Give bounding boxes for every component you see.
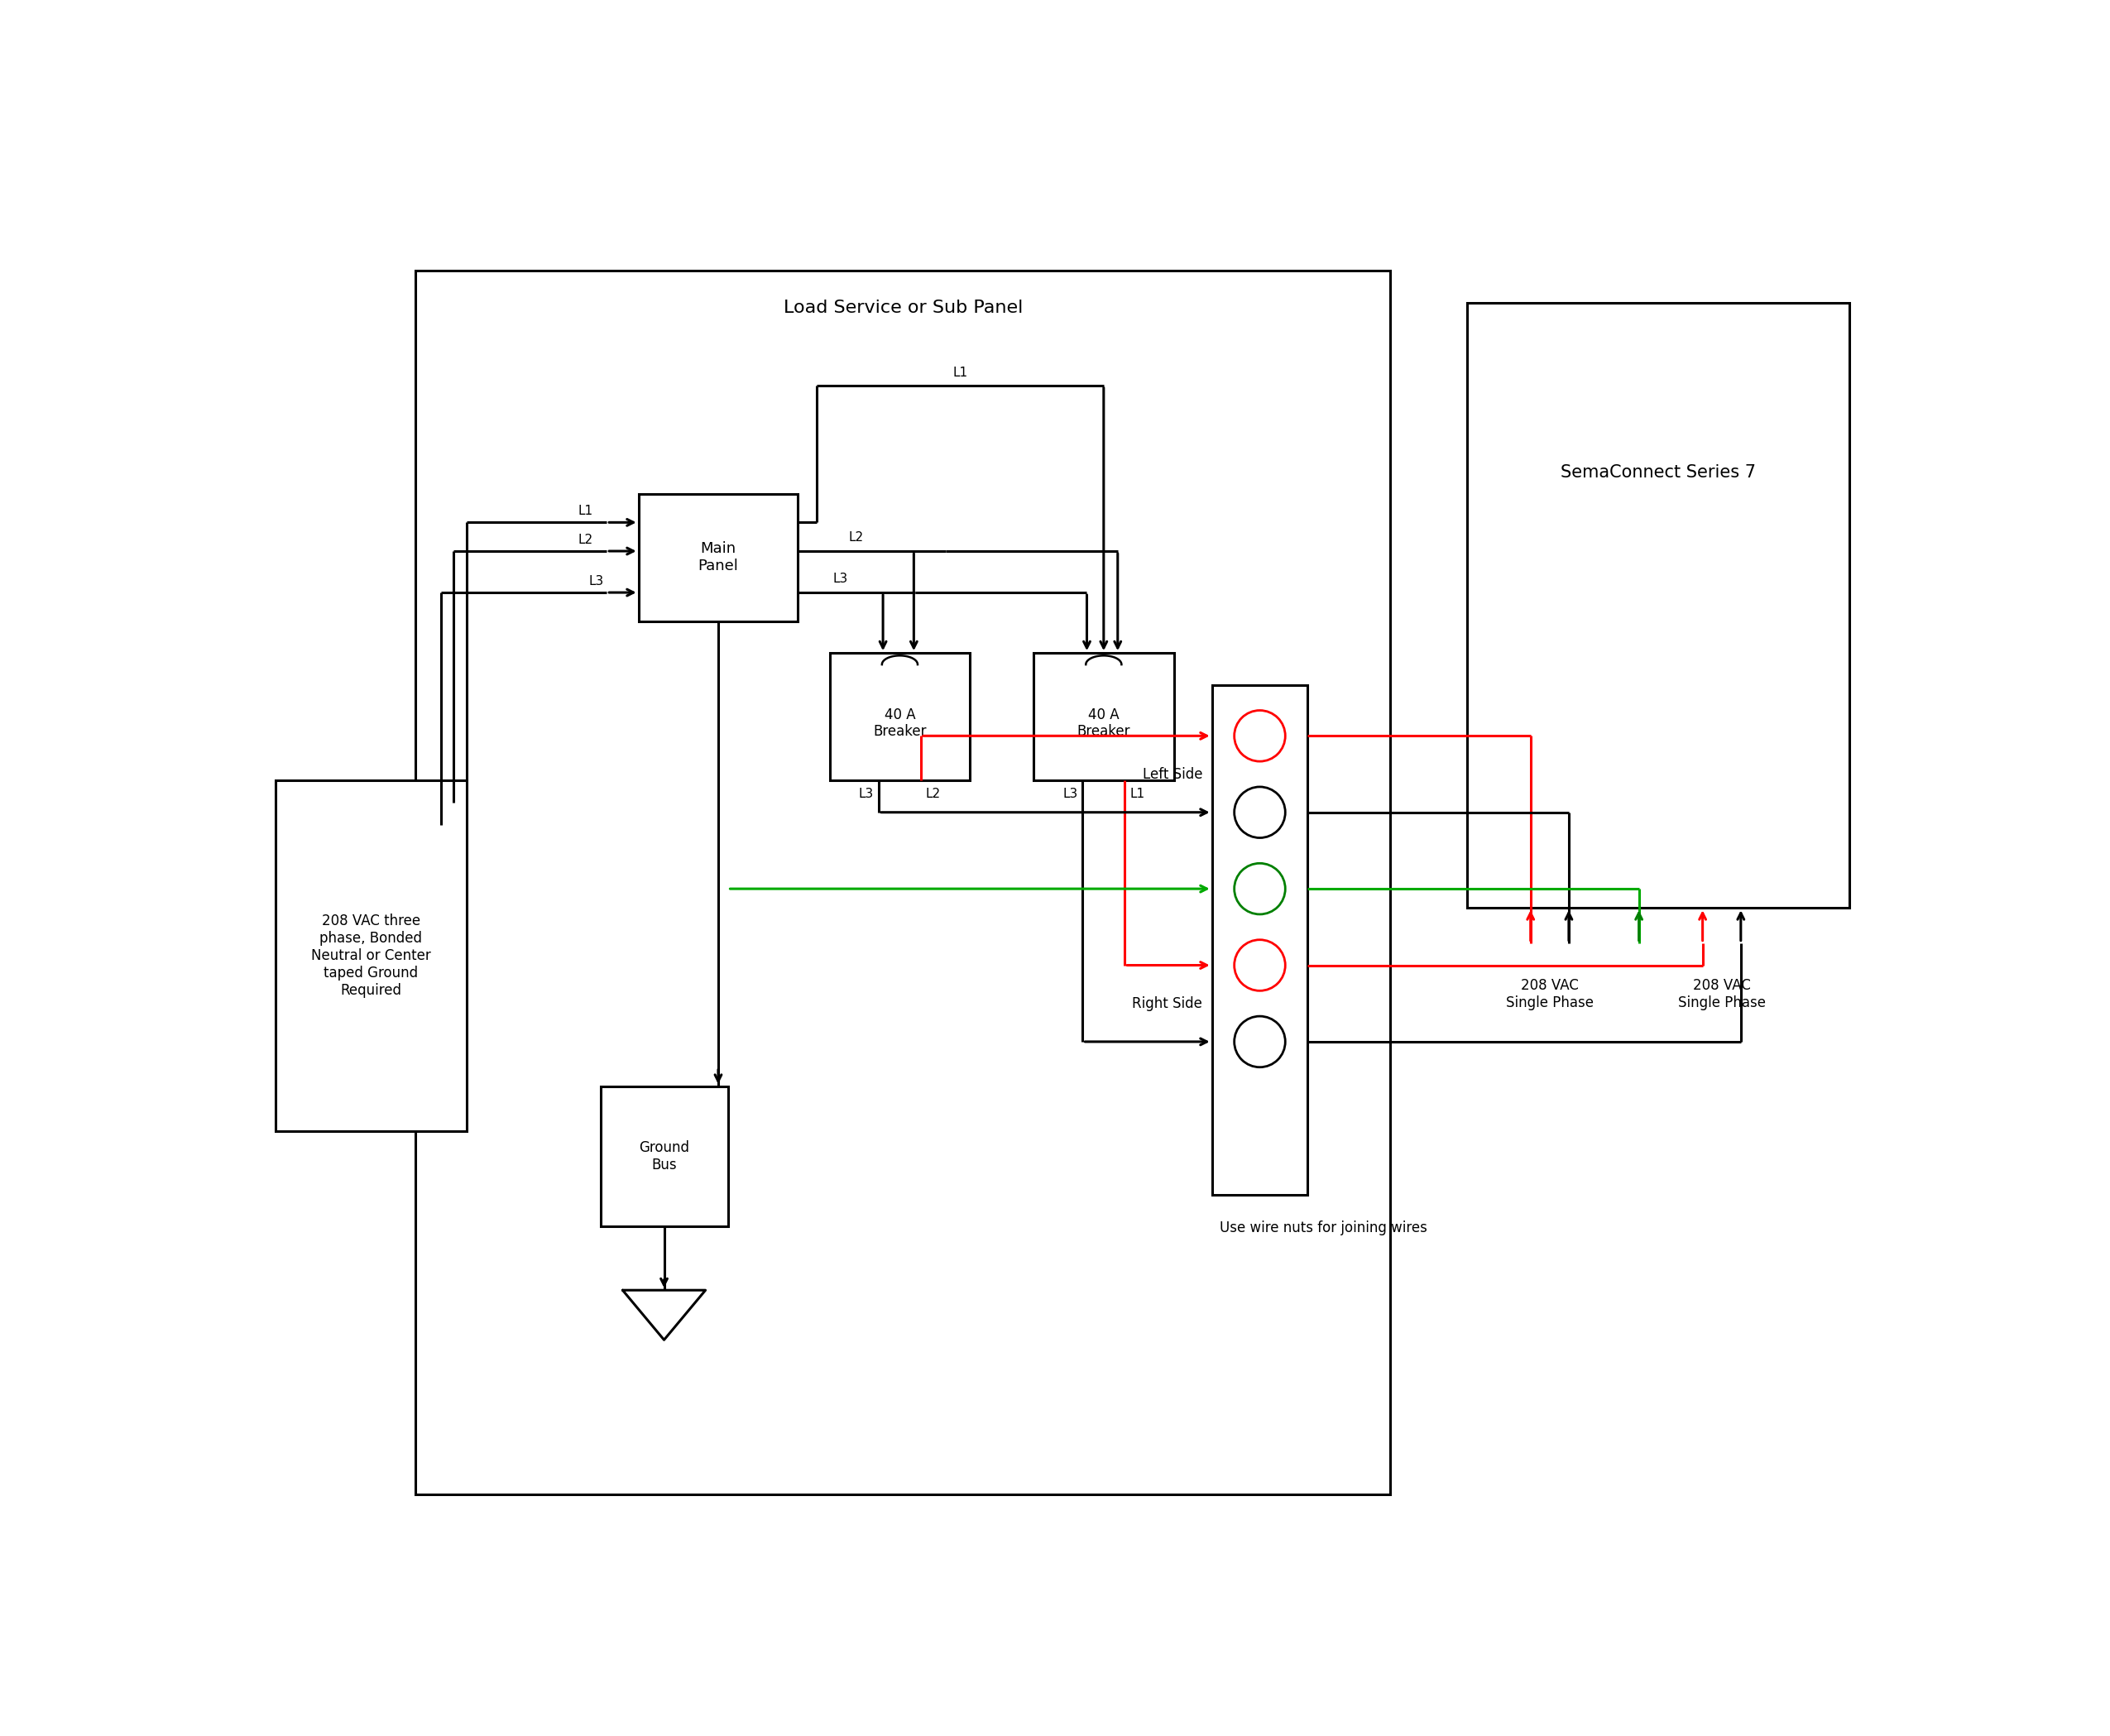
Bar (1466, 302, 1848, 908)
Text: 40 A
Breaker: 40 A Breaker (1076, 707, 1131, 740)
Text: 40 A
Breaker: 40 A Breaker (874, 707, 926, 740)
Text: L3: L3 (859, 788, 874, 800)
Text: L1: L1 (1129, 788, 1146, 800)
Bar (276, 781, 466, 1130)
Text: L2: L2 (848, 531, 863, 543)
Bar (601, 1087, 728, 1226)
Bar (1211, 686, 1308, 1194)
Text: 208 VAC
Single Phase: 208 VAC Single Phase (1677, 977, 1766, 1010)
Text: Left Side: Left Side (1142, 767, 1203, 781)
Circle shape (1234, 863, 1285, 915)
Text: Load Service or Sub Panel: Load Service or Sub Panel (783, 299, 1023, 316)
Circle shape (1234, 939, 1285, 991)
Circle shape (1234, 710, 1285, 762)
Text: Main
Panel: Main Panel (698, 542, 738, 573)
Text: 208 VAC
Single Phase: 208 VAC Single Phase (1507, 977, 1593, 1010)
Text: L2: L2 (578, 533, 593, 547)
Text: L3: L3 (833, 573, 848, 585)
Bar (829, 653, 971, 781)
Text: Right Side: Right Side (1133, 996, 1203, 1010)
Bar (416, 271, 1390, 1495)
Text: L1: L1 (578, 505, 593, 517)
Text: 208 VAC three
phase, Bonded
Neutral or Center
taped Ground
Required: 208 VAC three phase, Bonded Neutral or C… (310, 913, 430, 998)
Circle shape (1234, 1016, 1285, 1068)
Text: L2: L2 (926, 788, 941, 800)
Text: L1: L1 (954, 366, 968, 378)
Text: Use wire nuts for joining wires: Use wire nuts for joining wires (1220, 1220, 1426, 1234)
Bar (1034, 653, 1173, 781)
Text: L3: L3 (1063, 788, 1078, 800)
Text: SemaConnect Series 7: SemaConnect Series 7 (1561, 464, 1756, 481)
Text: Ground
Bus: Ground Bus (639, 1141, 690, 1172)
Bar (639, 493, 798, 621)
Circle shape (1234, 786, 1285, 838)
Text: L3: L3 (589, 575, 603, 587)
